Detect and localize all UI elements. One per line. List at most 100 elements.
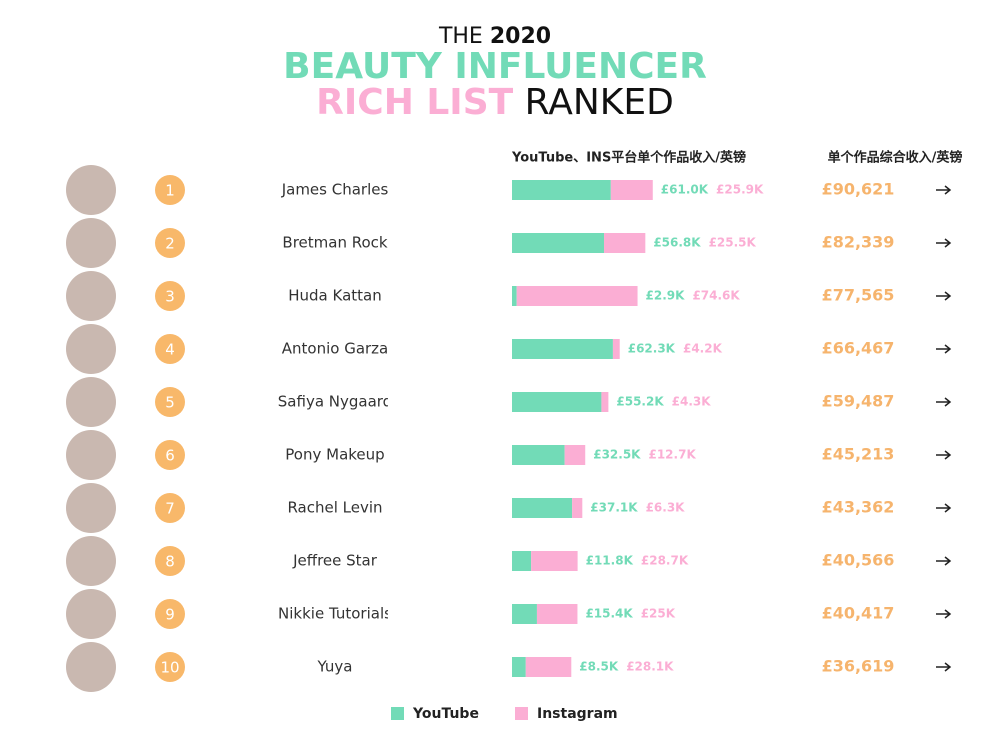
total: £82,339 <box>822 233 895 252</box>
arrow-icon <box>936 556 952 566</box>
avatar <box>66 165 116 215</box>
legend-swatch <box>391 707 404 720</box>
arrow-icon <box>936 450 952 460</box>
rank-badge <box>155 440 185 470</box>
bar-youtube <box>512 551 532 571</box>
influencer-name: Bretman Rock <box>282 234 387 252</box>
total-header: 单个作品综合收入/英镑 <box>828 150 963 166</box>
arrow-icon <box>936 291 952 301</box>
arrow-icon <box>936 185 952 195</box>
bar-instagram <box>612 339 620 359</box>
value-label: £2.9K <box>646 289 686 303</box>
bar-instagram <box>531 551 578 571</box>
influencer-name: Pony Makeup <box>285 446 384 464</box>
value-label: £56.8K <box>653 236 701 250</box>
bar-instagram <box>564 445 586 465</box>
value-label: £74.6K <box>692 289 740 303</box>
arrow-icon <box>936 662 952 672</box>
bar-youtube <box>512 180 611 200</box>
rank-badge <box>155 599 185 629</box>
bar-youtube <box>512 233 605 253</box>
bar-youtube <box>512 498 573 518</box>
influencer-name: Nikkie Tutorials <box>278 605 392 623</box>
rank: 1 <box>165 182 175 200</box>
value-label: £4.2K <box>683 342 723 356</box>
bar-youtube <box>512 286 517 306</box>
avatar <box>66 430 116 480</box>
bar-instagram <box>601 392 609 412</box>
value-label: £11.8K <box>586 554 634 568</box>
bar-instagram <box>536 604 578 624</box>
bar-youtube <box>512 392 602 412</box>
rank-badge <box>155 228 185 258</box>
legend-label: Instagram <box>537 706 618 722</box>
rank: 3 <box>165 288 175 306</box>
value-label: £6.3K <box>646 501 686 515</box>
rank: 9 <box>165 606 175 624</box>
avatar <box>66 377 116 427</box>
avatar <box>66 483 116 533</box>
title-part: THE <box>438 24 483 49</box>
influencer-name: Yuya <box>316 658 352 676</box>
rank: 6 <box>165 447 175 465</box>
rank-badge <box>155 281 185 311</box>
influencer-name: Jeffree Star <box>292 552 378 570</box>
legend-swatch <box>515 707 528 720</box>
title-part: BEAUTY INFLUENCER <box>283 46 707 87</box>
total: £90,621 <box>822 180 895 199</box>
total: £36,619 <box>822 657 895 676</box>
rank: 7 <box>165 500 175 518</box>
title-part: 2020 <box>490 24 551 49</box>
avatar <box>66 271 116 321</box>
bar-header: YouTube、INS平台单个作品收入/英镑 <box>511 150 746 166</box>
bar-youtube <box>512 604 537 624</box>
total: £59,487 <box>822 392 895 411</box>
avatar <box>66 589 116 639</box>
arrow-icon <box>936 397 952 407</box>
rank: 8 <box>165 553 175 571</box>
rank-badge <box>155 334 185 364</box>
rank: 5 <box>165 394 175 412</box>
value-label: £28.7K <box>641 554 689 568</box>
avatar <box>66 324 116 374</box>
rank: 4 <box>165 341 175 359</box>
title-line-3: RICH LIST RANKED <box>316 82 674 123</box>
avatar <box>66 536 116 586</box>
bar-instagram <box>525 657 572 677</box>
arrow-icon <box>936 344 952 354</box>
total: £43,362 <box>822 498 895 517</box>
avatar <box>66 642 116 692</box>
bar-youtube <box>512 657 526 677</box>
rank-badge <box>155 546 185 576</box>
bar-youtube <box>512 445 565 465</box>
rank-badge <box>155 387 185 417</box>
bar-instagram <box>610 180 653 200</box>
influencer-name: Antonio Garza <box>282 340 389 358</box>
bar-instagram <box>516 286 638 306</box>
title-part: RICH LIST <box>316 82 513 123</box>
value-label: £62.3K <box>628 342 676 356</box>
arrow-icon <box>936 609 952 619</box>
value-label: £55.2K <box>616 395 664 409</box>
rank-badge <box>155 652 185 682</box>
rank: 2 <box>165 235 175 253</box>
value-label: £4.3K <box>672 395 712 409</box>
total: £40,566 <box>822 551 895 570</box>
value-label: £25K <box>641 607 676 621</box>
total: £40,417 <box>822 604 895 623</box>
title-part: RANKED <box>525 82 674 123</box>
value-label: £15.4K <box>585 607 633 621</box>
arrow-icon <box>936 503 952 513</box>
arrow-icon <box>936 238 952 248</box>
value-label: £61.0K <box>661 183 709 197</box>
value-label: £28.1K <box>626 660 674 674</box>
legend-label: YouTube <box>412 706 479 722</box>
bar-instagram <box>604 233 646 253</box>
value-label: £37.1K <box>590 501 638 515</box>
total: £66,467 <box>822 339 895 358</box>
bar-instagram <box>572 498 583 518</box>
rank-badge <box>155 175 185 205</box>
title-line-1: THE 2020 <box>438 24 551 49</box>
value-label: £25.5K <box>709 236 757 250</box>
